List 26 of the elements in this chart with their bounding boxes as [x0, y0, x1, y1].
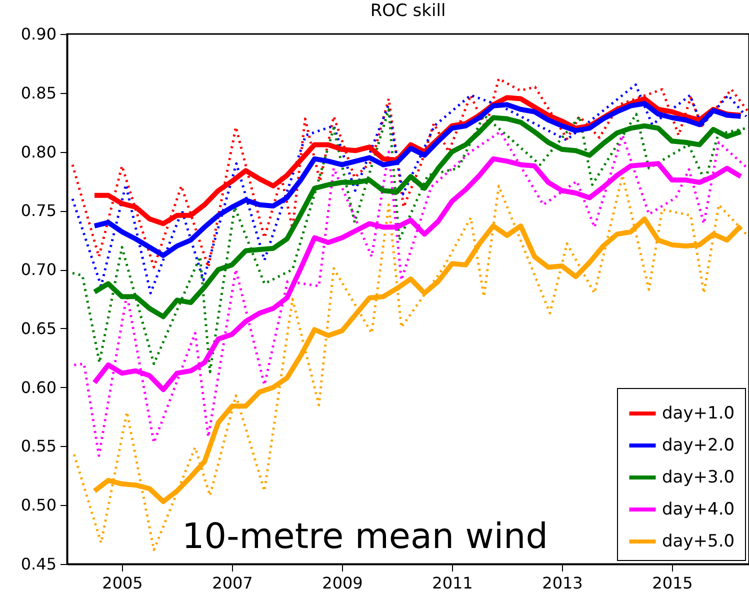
y-tick-label: 0.50: [20, 496, 56, 515]
line-series: [72, 130, 748, 457]
legend-label: day+1.0: [662, 404, 735, 424]
y-tick-label: 0.65: [20, 318, 56, 338]
y-tick-label: 0.45: [20, 554, 56, 574]
x-tick-label: 2007: [212, 574, 253, 592]
y-tick-label: 0.80: [20, 142, 56, 162]
chart-title: ROC skill: [370, 1, 446, 21]
y-tick-label: 0.85: [20, 83, 56, 102]
x-tick-label: 2005: [102, 574, 143, 592]
y-tick-label: 0.55: [20, 436, 56, 456]
y-tick-label: 0.75: [20, 201, 56, 220]
x-tick-label: 2011: [432, 574, 473, 592]
legend-label: day+3.0: [662, 468, 735, 488]
y-tick-label: 0.70: [20, 260, 56, 280]
legend-label: day+2.0: [662, 436, 735, 456]
y-tick-label: 0.60: [20, 378, 56, 397]
annotation: 10-metre mean wind: [182, 517, 548, 557]
x-tick-label: 2013: [542, 574, 583, 592]
y-tick-label: 0.90: [20, 24, 56, 44]
x-tick-label: 2015: [652, 574, 693, 592]
line-series: [72, 174, 748, 552]
legend-label: day+4.0: [662, 500, 735, 520]
x-tick-label: 2009: [322, 574, 363, 592]
legend-label: day+5.0: [662, 532, 735, 552]
line-series: [71, 108, 748, 374]
